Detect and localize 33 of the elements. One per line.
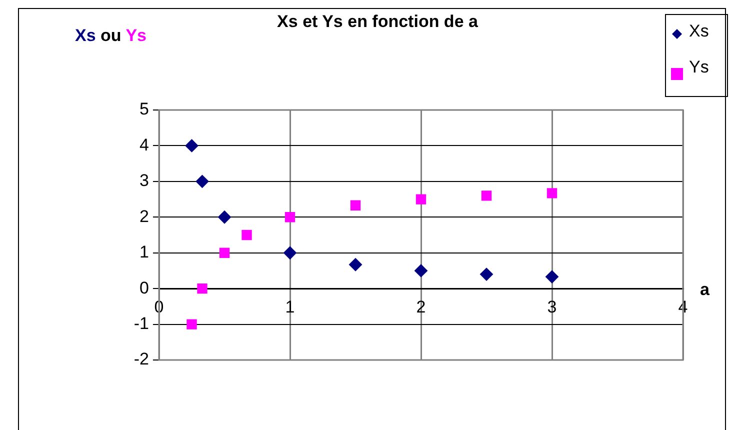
point [219,248,230,258]
legend-label: Ys [689,58,709,77]
y-tick-label: 1 [140,242,149,262]
y-tick-label: 3 [140,171,149,190]
x-axis-title: a [700,280,710,300]
point [546,270,558,284]
y-tick-label: 4 [140,135,149,154]
y-tick-label: -2 [134,350,149,369]
point [196,174,209,188]
point [350,200,361,210]
legend-label: Xs [689,22,709,41]
point [186,319,197,330]
point [416,194,426,204]
point [546,188,558,198]
point [284,212,296,222]
point [242,230,252,240]
x-tick-label: 2 [416,297,426,316]
y-tick-label: -1 [134,314,149,333]
point [197,283,208,294]
y-tick-label: 5 [140,100,149,119]
point [414,264,428,278]
point [480,268,493,281]
chart-title: Xs et Ys en fonction de a [277,12,478,31]
y-axis-title: Xs ou Ys [75,26,147,45]
point [218,210,231,224]
y-tick-label: 2 [140,206,149,226]
y-tick-label: 0 [140,278,149,298]
point [284,246,296,260]
point [349,258,362,272]
point [481,190,492,201]
x-tick-label: 1 [285,297,295,316]
point [185,139,198,152]
x-tick-label: 3 [547,297,557,316]
